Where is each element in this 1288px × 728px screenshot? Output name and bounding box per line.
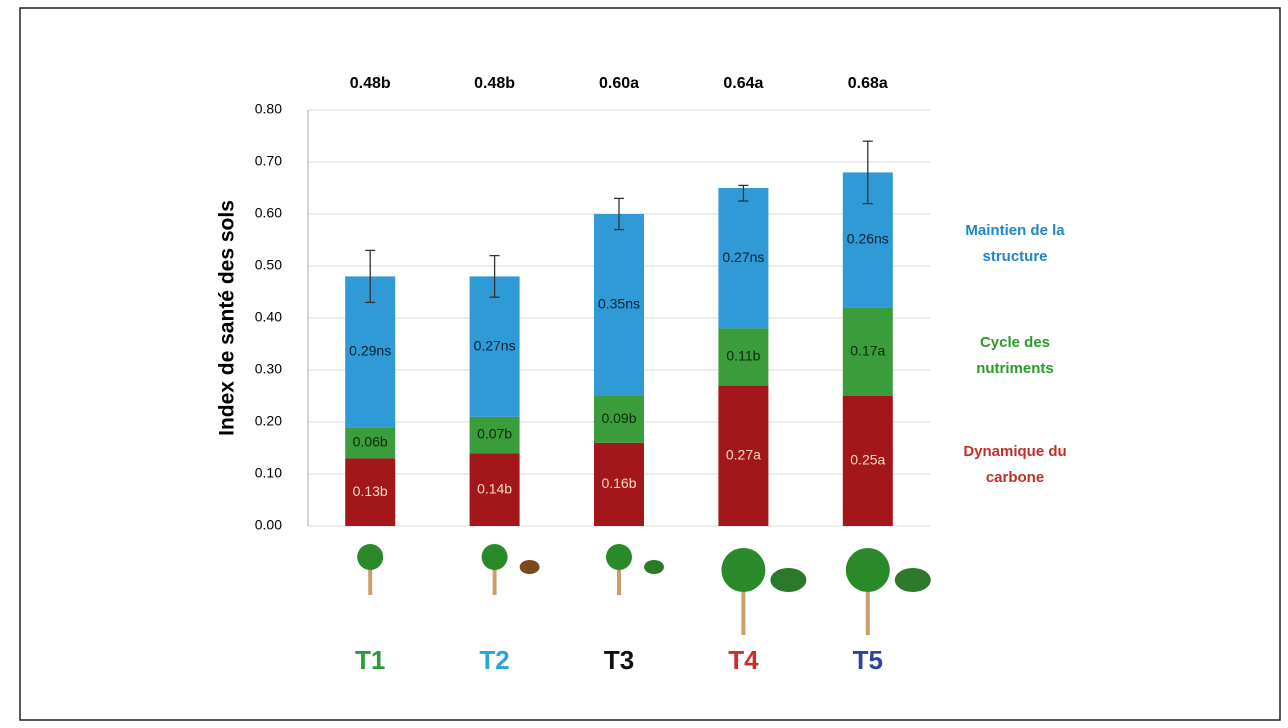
tree-crown [721, 548, 766, 592]
bar-segment [469, 453, 520, 526]
value-label: 0.17a [850, 343, 885, 359]
value-label: 0.25a [850, 452, 885, 468]
tree-trunk [617, 557, 621, 595]
bar-segment [594, 442, 644, 526]
bar-segment [594, 396, 644, 443]
bar-segment [469, 276, 520, 417]
leaf-icon [519, 560, 540, 574]
bar-segment [842, 396, 893, 526]
y-tick-label: 0.70 [255, 153, 282, 169]
bar-segment [718, 188, 769, 329]
tree-crown [357, 544, 384, 570]
value-label: 0.35ns [598, 296, 640, 312]
value-label: 0.27ns [722, 249, 764, 265]
value-label: 0.14b [477, 480, 512, 496]
value-label: 0.11b [726, 348, 760, 364]
y-tick-label: 0.50 [255, 257, 282, 273]
y-tick-label: 0.00 [255, 517, 282, 533]
tree-trunk [368, 557, 373, 595]
bar-segment [345, 458, 396, 526]
category-label: T3 [604, 645, 634, 675]
y-tick-label: 0.30 [255, 361, 282, 377]
value-label: 0.26ns [847, 231, 889, 247]
tree-trunk [492, 557, 497, 595]
bar-segment [469, 416, 520, 454]
bar-segment [842, 307, 893, 396]
value-label: 0.06b [353, 434, 388, 450]
tree-crown [845, 548, 890, 592]
value-label: 0.13b [353, 483, 388, 499]
y-tick-label: 0.20 [255, 413, 282, 429]
bar-segment [345, 427, 396, 459]
value-label: 0.27a [726, 447, 761, 463]
leaf-icon [644, 560, 664, 574]
category-label: T2 [479, 645, 509, 675]
category-label: T1 [355, 645, 385, 675]
category-label: T4 [728, 645, 759, 675]
y-tick-label: 0.60 [255, 205, 282, 221]
y-tick-label: 0.10 [255, 465, 282, 481]
total-label: 0.60a [599, 75, 639, 92]
bar-segment [718, 385, 769, 526]
total-label: 0.48b [350, 75, 391, 92]
legend-entry: Cycle des nutriments [976, 333, 1054, 377]
legend-entry: Dynamique du carbone [963, 443, 1067, 486]
value-label: 0.16b [601, 475, 636, 491]
frame [19, 7, 1281, 721]
value-label: 0.09b [601, 410, 636, 426]
tree-crown [606, 544, 632, 570]
y-tick-label: 0.80 [255, 101, 282, 117]
total-label: 0.48b [474, 75, 515, 92]
tree-trunk [865, 570, 870, 635]
y-tick-label: 0.40 [255, 309, 282, 325]
bar-segment [718, 328, 769, 386]
value-label: 0.07b [477, 426, 512, 442]
legend-entry: Maintien de la structure [965, 222, 1065, 265]
total-label: 0.64a [723, 75, 763, 92]
tree-trunk [741, 570, 746, 635]
y-axis-label: Index de santé des sols [216, 200, 239, 436]
value-label: 0.27ns [474, 337, 516, 353]
leaf-icon [894, 568, 931, 592]
tree-crown [481, 544, 508, 570]
bar-segment [594, 214, 644, 396]
category-label: T5 [853, 645, 883, 675]
leaf-icon [770, 568, 807, 592]
value-label: 0.29ns [349, 343, 391, 359]
total-label: 0.68a [848, 75, 888, 92]
